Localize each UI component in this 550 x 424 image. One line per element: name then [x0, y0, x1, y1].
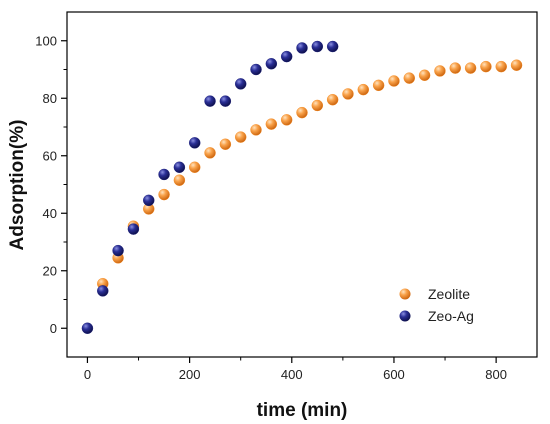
zeolite-point [158, 188, 170, 201]
zeolite-point [357, 83, 370, 96]
zeo-ag-point [173, 161, 186, 173]
y-axis: 0 20 40 60 80 100 [35, 33, 67, 336]
zeo-ag-point [326, 40, 339, 53]
zeo-ag-point [143, 194, 155, 207]
zeo-ag-point [250, 63, 262, 76]
zeo-ag-point [311, 40, 324, 53]
zeolite-point [388, 75, 400, 87]
zeolite-point [250, 124, 262, 136]
zeolite-point [403, 72, 415, 84]
zeo-ag-point [158, 168, 170, 181]
zeolite-point [189, 161, 201, 173]
zeo-ag-point [280, 50, 293, 63]
zeo-ag-point [219, 95, 232, 107]
y-tick-label: 80 [43, 91, 57, 106]
zeolite-point [510, 59, 523, 71]
legend: Zeolite Zeo-Ag [399, 286, 474, 324]
zeolite-point [234, 131, 247, 143]
legend-label-zeo-ag: Zeo-Ag [428, 308, 474, 324]
y-axis-title: Adsorption(%) [7, 120, 28, 251]
zeo-ag-point [127, 223, 140, 235]
zeolite-point [204, 147, 216, 159]
y-tick-label: 40 [43, 206, 57, 221]
zeolite-point [434, 65, 446, 77]
y-tick-label: 100 [35, 33, 57, 48]
x-tick-label: 600 [383, 367, 405, 382]
legend-label-zeolite: Zeolite [428, 286, 470, 302]
legend-marker-zeo-ag [399, 310, 411, 322]
zeo-ag-point [265, 58, 278, 70]
zeolite-point [173, 174, 186, 186]
zeolite-point [311, 99, 324, 112]
y-tick-label: 20 [43, 263, 57, 278]
zeolite-point [449, 62, 461, 74]
zeolite-point [326, 93, 339, 106]
zeo-ag-point [296, 42, 308, 54]
zeolite-point [342, 88, 354, 100]
zeolite-point [418, 69, 431, 81]
data-points [81, 40, 523, 334]
x-tick-label: 800 [485, 367, 507, 382]
zeo-ag-point [97, 285, 109, 297]
zeolite-point [372, 79, 385, 92]
plot-frame [66, 11, 538, 358]
y-tick-label: 60 [43, 148, 57, 163]
zeolite-point [265, 118, 278, 130]
x-tick-label: 400 [281, 367, 303, 382]
zeo-ag-point [234, 78, 247, 90]
zeo-ag-point [112, 244, 124, 257]
zeo-ag-point [189, 137, 201, 149]
zeolite-point [296, 106, 308, 119]
y-tick-label: 0 [50, 321, 57, 336]
x-axis-title: time (min) [257, 400, 348, 421]
zeolite-point [480, 60, 492, 73]
zeolite-point [495, 60, 507, 73]
zeolite-point [280, 114, 293, 126]
x-tick-label: 0 [84, 367, 91, 382]
legend-marker-zeolite [399, 288, 411, 300]
zeo-ag-point [204, 95, 216, 107]
x-tick-label: 200 [179, 367, 201, 382]
zeolite-point [219, 138, 232, 150]
zeo-ag-point [81, 322, 94, 334]
zeolite-point [464, 62, 477, 74]
x-axis: 0 200 400 600 800 [84, 357, 507, 382]
